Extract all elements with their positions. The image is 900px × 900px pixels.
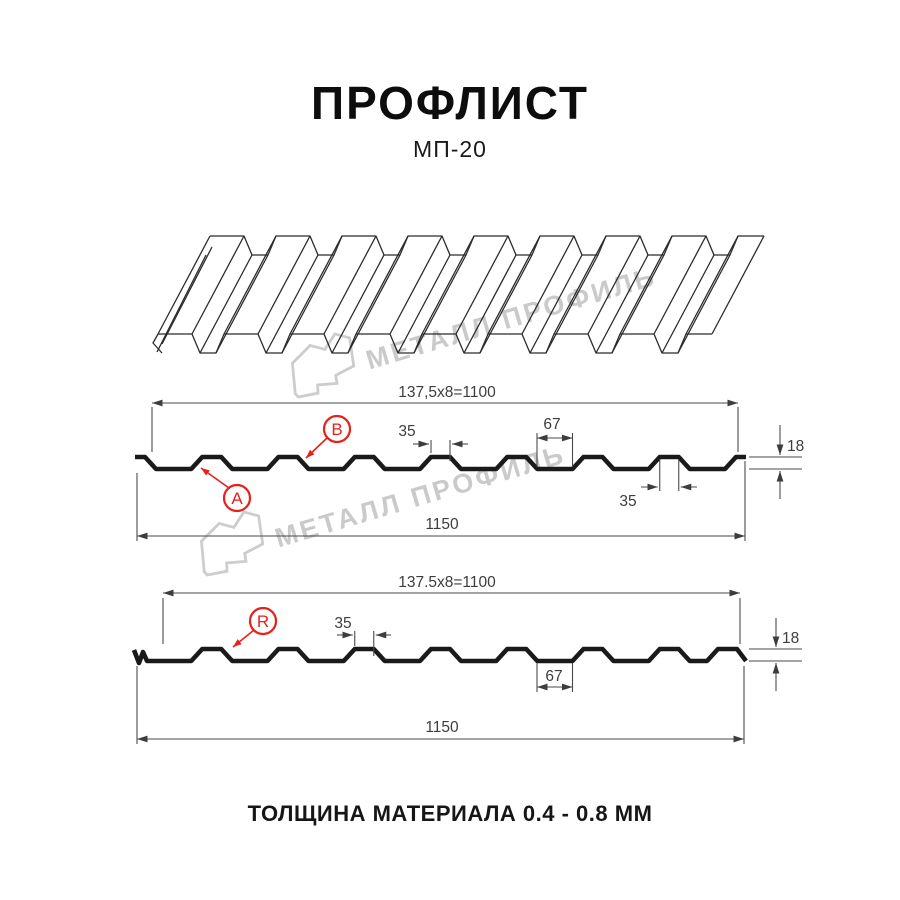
dim-height-a-label: 18 [787,438,804,455]
callout-b-label: B [331,420,342,439]
dim-valley-a [536,433,574,467]
cross-section-b: 137.5x8=1100 R 35 67 [131,574,802,744]
profile-outline-b [131,646,748,666]
dim-height-b-label: 18 [782,630,799,647]
dim-pitch-b [162,589,741,644]
cross-section-a: 137,5x8=1100 B A 35 [135,384,804,541]
callout-b: B [305,414,352,459]
metal-profil-logo-icon [199,510,265,577]
metal-profil-logo-icon [290,332,356,399]
dim-valley-b-label: 67 [545,668,562,685]
dim-height-a [749,425,802,499]
dim-pitch-a [151,399,739,452]
perspective-sheet-fill [158,236,764,353]
dim-valley-b [536,663,574,692]
dim-overall-b-label: 1150 [425,719,459,736]
dim-valley-a-label: 67 [543,416,560,433]
dim-crest-top-a-label: 35 [398,423,415,440]
dim-pitch-b-label: 137.5x8=1100 [398,574,496,591]
profile-outline-a [135,454,746,472]
rib-edge-lines [157,235,765,354]
dim-overall-b [136,666,745,744]
dim-overall-a-label: 1150 [425,516,459,533]
dim-crest-bottom-a [641,459,697,491]
profile-model-subtitle: МП-20 [413,136,487,162]
cut-edge-lines [152,246,213,354]
dim-crest-top-b [337,631,391,656]
callout-a: A [200,467,252,513]
callout-r: R [232,606,278,648]
page-title: ПРОФЛИСТ [311,77,589,129]
dim-overall-a [136,461,746,541]
material-thickness-note: ТОЛЩИНА МАТЕРИАЛА 0.4 - 0.8 ММ [247,801,653,826]
dim-height-b [749,618,802,691]
dim-crest-bottom-a-label: 35 [619,493,636,510]
callout-a-label: A [231,489,243,508]
dim-pitch-a-label: 137,5x8=1100 [398,384,496,401]
dim-crest-top-b-label: 35 [334,615,351,632]
callout-r-label: R [257,612,269,631]
perspective-sheet-lines [152,235,765,354]
dim-crest-top-a [413,440,468,461]
